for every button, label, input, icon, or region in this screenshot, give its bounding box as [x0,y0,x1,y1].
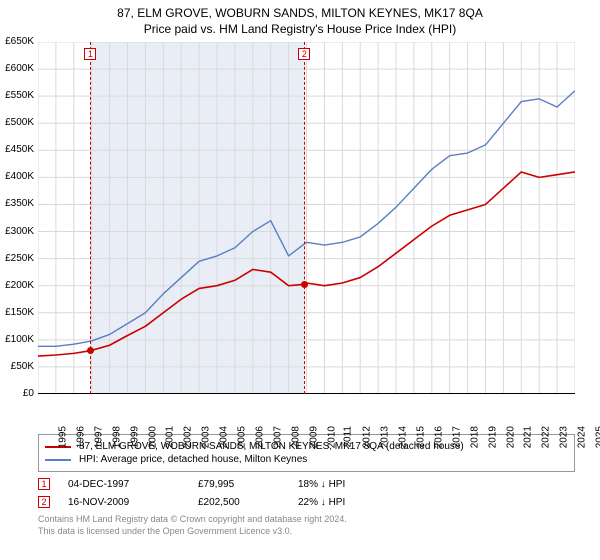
chart-title: 87, ELM GROVE, WOBURN SANDS, MILTON KEYN… [0,0,600,38]
footnote-line: Contains HM Land Registry data © Crown c… [38,514,575,526]
x-tick-label: 2011 [343,426,354,448]
x-tick-label: 2018 [469,426,480,448]
marker-price: £202,500 [198,497,298,508]
x-tick-label: 2003 [200,426,211,448]
marker-box-icon: 2 [298,48,310,60]
x-tick-label: 2019 [487,426,498,448]
marker-date: 16-NOV-2009 [68,497,198,508]
y-tick-label: £300K [0,226,34,237]
x-tick-label: 1999 [129,426,140,448]
x-tick-label: 2006 [254,426,265,448]
y-tick-label: £250K [0,253,34,264]
marker-row: 1 04-DEC-1997 £79,995 18% ↓ HPI [38,478,575,490]
marker-info: 1 04-DEC-1997 £79,995 18% ↓ HPI 2 16-NOV… [38,478,575,508]
x-tick-label: 2008 [290,426,301,448]
y-tick-label: £350K [0,198,34,209]
marker-price: £79,995 [198,479,298,490]
footnote-line: This data is licensed under the Open Gov… [38,526,575,538]
y-tick-label: £450K [0,144,34,155]
chart: £0£50K£100K£150K£200K£250K£300K£350K£400… [38,42,598,412]
x-tick-label: 2012 [362,426,373,448]
marker-box-icon: 1 [84,48,96,60]
x-axis: 1995199619971998199920002001200220032004… [38,412,575,430]
x-tick-label: 2023 [558,426,569,448]
x-tick-label: 2007 [272,426,283,448]
y-tick-label: £600K [0,63,34,74]
x-tick-label: 2001 [165,426,176,448]
y-tick-label: £150K [0,307,34,318]
x-tick-label: 1995 [57,426,68,448]
x-tick-label: 2020 [505,426,516,448]
legend-item: HPI: Average price, detached house, Milt… [45,454,568,465]
y-tick-label: £100K [0,334,34,345]
legend-label: HPI: Average price, detached house, Milt… [79,454,307,465]
x-tick-label: 1997 [93,426,104,448]
legend-swatch [45,459,71,461]
x-tick-label: 2009 [308,426,319,448]
y-tick-label: £550K [0,90,34,101]
x-tick-label: 2002 [183,426,194,448]
marker-num-icon: 1 [38,478,50,490]
x-tick-label: 2016 [433,426,444,448]
marker-row: 2 16-NOV-2009 £202,500 22% ↓ HPI [38,496,575,508]
marker-pct: 18% ↓ HPI [298,479,345,490]
y-tick-label: £500K [0,117,34,128]
marker-date: 04-DEC-1997 [68,479,198,490]
x-tick-label: 2005 [236,426,247,448]
title-line1: 87, ELM GROVE, WOBURN SANDS, MILTON KEYN… [0,6,600,20]
x-tick-label: 1996 [75,426,86,448]
title-line2: Price paid vs. HM Land Registry's House … [0,22,600,36]
footnote: Contains HM Land Registry data © Crown c… [38,514,575,537]
x-tick-label: 2013 [379,426,390,448]
x-tick-label: 2004 [218,426,229,448]
y-tick-label: £200K [0,280,34,291]
y-tick-label: £0 [0,388,34,399]
x-tick-label: 2025 [594,426,600,448]
y-axis: £0 £50K £100K £150K £200K £250K £300K £350K £400… [0,36,36,400]
x-tick-label: 2024 [576,426,587,448]
y-tick-label: £400K [0,171,34,182]
marker-pct: 22% ↓ HPI [298,497,345,508]
x-tick-label: 2015 [415,426,426,448]
y-tick-label: £650K [0,36,34,47]
x-tick-label: 2021 [523,426,534,448]
plot-area: 12 [38,42,575,394]
x-tick-label: 2000 [147,426,158,448]
x-tick-label: 2014 [397,426,408,448]
y-tick-label: £50K [0,361,34,372]
x-tick-label: 1998 [111,426,122,448]
x-tick-label: 2022 [541,426,552,448]
x-tick-label: 2010 [326,426,337,448]
x-tick-label: 2017 [451,426,462,448]
marker-num-icon: 2 [38,496,50,508]
